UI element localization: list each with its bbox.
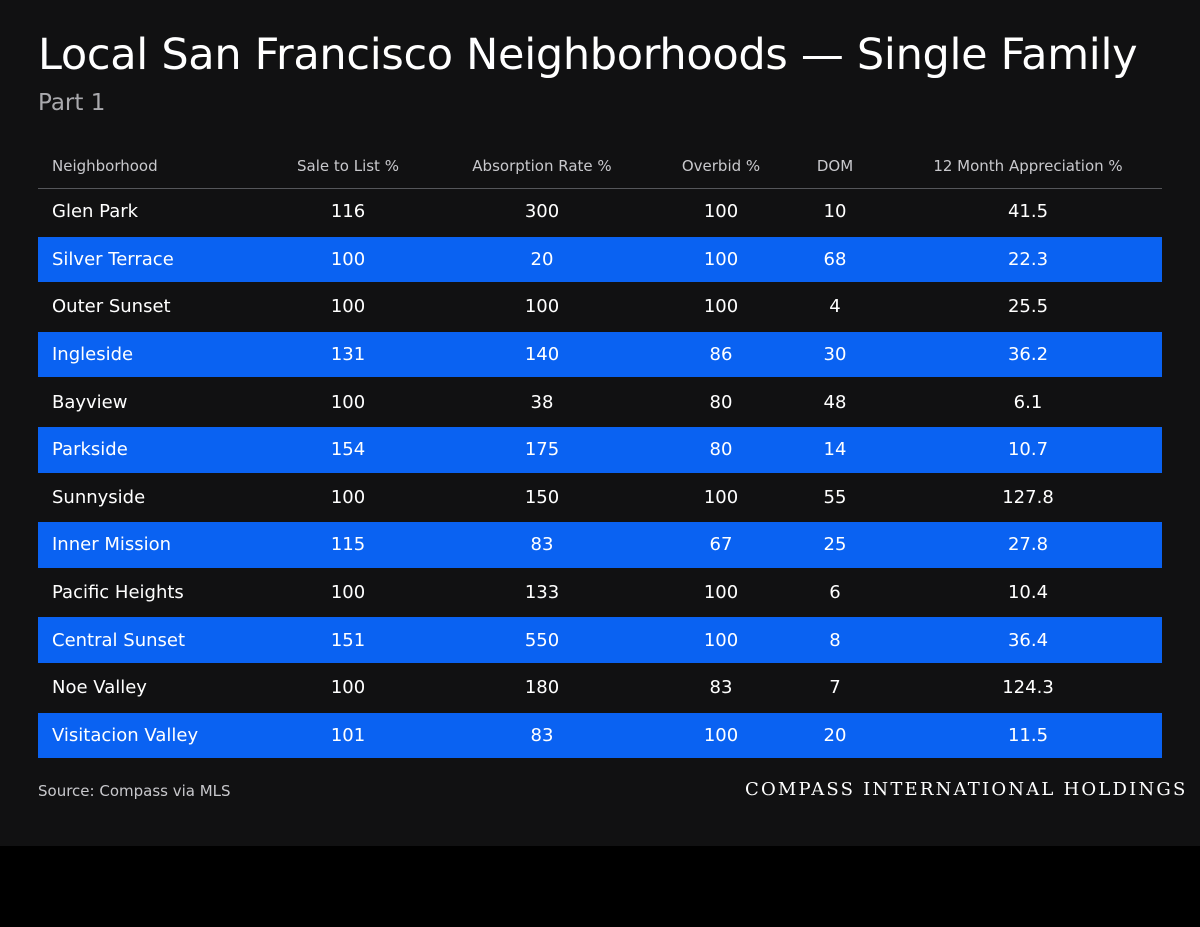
cell-dom: 55 (823, 486, 847, 508)
page-subtitle: Part 1 (38, 90, 106, 116)
cell-neighborhood: Visitacion Valley (38, 710, 278, 761)
table-row: Central Sunset 151 550 100 8 36.4 (38, 615, 1162, 665)
cell-appreciation: 25.5 (1007, 296, 1049, 318)
cell-absorption-rate: 550 (418, 615, 666, 665)
cell-dom: 4 (829, 296, 841, 318)
cell-appreciation: 127.8 (1002, 486, 1054, 508)
column-header-dom: DOM (776, 144, 894, 189)
cell-sale-to-list: 100 (330, 296, 366, 318)
cell-absorption-rate: 300 (524, 201, 560, 223)
cell-appreciation: 41.5 (1007, 201, 1049, 223)
cell-overbid: 100 (703, 582, 739, 604)
cell-neighborhood: Central Sunset (38, 615, 278, 665)
neighborhood-table: Neighborhood Sale to List % Absorption R… (38, 144, 1162, 761)
cell-neighborhood: Inner Mission (38, 520, 278, 570)
cell-neighborhood: Noe Valley (52, 677, 147, 699)
table-row: Pacific Heights 100 133 100 6 10.4 (38, 569, 1162, 617)
cell-overbid: 100 (703, 296, 739, 318)
cell-dom: 20 (776, 710, 894, 761)
brand-wordmark: COMPASS INTERNATIONAL HOLDINGS (745, 779, 1188, 800)
cell-dom: 10 (823, 201, 847, 223)
table-row: Bayview 100 38 80 48 6.1 (38, 378, 1162, 426)
cell-appreciation: 6.1 (1013, 391, 1043, 413)
table-row: Outer Sunset 100 100 100 4 25.5 (38, 283, 1162, 331)
cell-overbid: 100 (703, 201, 739, 223)
table-row: Sunnyside 100 150 100 55 127.8 (38, 474, 1162, 522)
cell-dom: 7 (829, 677, 841, 699)
cell-appreciation: 27.8 (894, 520, 1162, 570)
cell-overbid: 100 (666, 234, 776, 285)
table-row: Visitacion Valley 101 83 100 20 11.5 (38, 710, 1162, 761)
cell-appreciation: 22.3 (894, 234, 1162, 285)
cell-overbid: 100 (666, 615, 776, 665)
cell-dom: 68 (776, 234, 894, 285)
cell-overbid: 86 (666, 329, 776, 380)
cell-appreciation: 36.4 (894, 615, 1162, 665)
cell-sale-to-list: 100 (330, 486, 366, 508)
cell-sale-to-list: 100 (330, 391, 366, 413)
cell-sale-to-list: 101 (278, 710, 418, 761)
cell-neighborhood: Outer Sunset (52, 296, 171, 318)
cell-appreciation: 124.3 (1002, 677, 1054, 699)
cell-sale-to-list: 154 (278, 424, 418, 475)
page-title: Local San Francisco Neighborhoods — Sing… (38, 30, 1138, 80)
table-body: Glen Park 116 300 100 10 41.5 Silver Terrace 10… (38, 189, 1162, 761)
source-note: Source: Compass via MLS (38, 782, 231, 800)
slide: Local San Francisco Neighborhoods — Sing… (0, 0, 1200, 846)
cell-absorption-rate: 83 (418, 520, 666, 570)
table-row: Ingleside 131 140 86 30 36.2 (38, 329, 1162, 380)
cell-dom: 14 (776, 424, 894, 475)
cell-neighborhood: Bayview (52, 391, 128, 413)
column-header-neighborhood: Neighborhood (38, 144, 278, 189)
column-header-sale-to-list: Sale to List % (278, 144, 418, 189)
cell-neighborhood: Sunnyside (52, 486, 146, 508)
cell-neighborhood: Silver Terrace (38, 234, 278, 285)
cell-appreciation: 10.7 (894, 424, 1162, 475)
cell-neighborhood: Glen Park (52, 201, 139, 223)
cell-sale-to-list: 131 (278, 329, 418, 380)
table-row: Glen Park 116 300 100 10 41.5 (38, 189, 1162, 236)
column-header-appreciation: 12 Month Appreciation % (894, 144, 1162, 189)
table-row: Parkside 154 175 80 14 10.7 (38, 424, 1162, 475)
cell-absorption-rate: 83 (418, 710, 666, 761)
cell-neighborhood: Parkside (38, 424, 278, 475)
cell-absorption-rate: 100 (524, 296, 560, 318)
cell-dom: 25 (776, 520, 894, 570)
cell-sale-to-list: 100 (278, 234, 418, 285)
cell-dom: 48 (823, 391, 847, 413)
cell-absorption-rate: 38 (530, 391, 554, 413)
cell-overbid: 80 (666, 424, 776, 475)
cell-neighborhood: Ingleside (38, 329, 278, 380)
cell-overbid: 100 (666, 710, 776, 761)
cell-appreciation: 10.4 (1007, 582, 1049, 604)
cell-sale-to-list: 151 (278, 615, 418, 665)
cell-appreciation: 11.5 (894, 710, 1162, 761)
table-header-row: Neighborhood Sale to List % Absorption R… (38, 144, 1162, 189)
cell-absorption-rate: 20 (418, 234, 666, 285)
cell-overbid: 67 (666, 520, 776, 570)
cell-sale-to-list: 116 (330, 201, 366, 223)
table-row: Noe Valley 100 180 83 7 124.3 (38, 664, 1162, 712)
cell-dom: 8 (776, 615, 894, 665)
cell-absorption-rate: 133 (524, 582, 560, 604)
cell-dom: 30 (776, 329, 894, 380)
cell-overbid: 83 (709, 677, 733, 699)
cell-absorption-rate: 150 (524, 486, 560, 508)
cell-absorption-rate: 175 (418, 424, 666, 475)
cell-sale-to-list: 115 (278, 520, 418, 570)
cell-sale-to-list: 100 (330, 582, 366, 604)
cell-appreciation: 36.2 (894, 329, 1162, 380)
column-header-absorption-rate: Absorption Rate % (418, 144, 666, 189)
cell-dom: 6 (829, 582, 841, 604)
table-row: Silver Terrace 100 20 100 68 22.3 (38, 234, 1162, 285)
cell-overbid: 80 (709, 391, 733, 413)
column-header-overbid: Overbid % (666, 144, 776, 189)
table-row: Inner Mission 115 83 67 25 27.8 (38, 520, 1162, 570)
cell-absorption-rate: 180 (524, 677, 560, 699)
cell-overbid: 100 (703, 486, 739, 508)
cell-absorption-rate: 140 (418, 329, 666, 380)
cell-neighborhood: Pacific Heights (52, 582, 184, 604)
cell-sale-to-list: 100 (330, 677, 366, 699)
